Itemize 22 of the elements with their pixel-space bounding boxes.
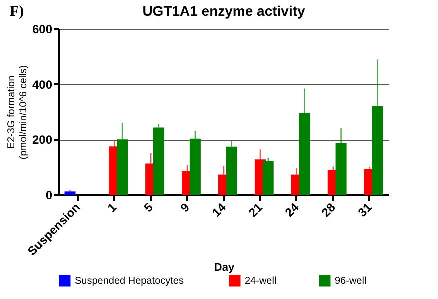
y-tick-label: 400 <box>32 78 53 92</box>
bar <box>64 192 76 195</box>
text: F) <box>10 4 24 21</box>
x-tick-label: 1 <box>104 200 120 216</box>
bar <box>262 161 274 195</box>
x-tick-label: 24 <box>282 200 302 220</box>
legend-label: 96-well <box>335 276 367 287</box>
y-axis-title: E2-3G formation (pmol/min/10^6 cells) <box>6 65 30 160</box>
x-axis-title: Day <box>214 262 236 274</box>
x-tick-label: 9 <box>178 200 193 216</box>
y-tick-label: 600 <box>32 22 53 36</box>
bar <box>153 128 164 195</box>
x-tick-label: 31 <box>355 200 376 220</box>
x-tick-label: 28 <box>318 200 339 220</box>
chart-title: UGT1A1 enzyme activity <box>142 3 306 19</box>
y-tick-label: 0 <box>46 188 53 202</box>
legend-label: 24-well <box>245 276 277 287</box>
legend-label: Suspended Hepatocytes <box>75 276 184 287</box>
y-tick-label: 200 <box>32 133 53 148</box>
x-tick-label: 14 <box>210 200 230 220</box>
x-tick-label: 5 <box>141 200 156 216</box>
x-tick-label: 21 <box>246 200 266 220</box>
